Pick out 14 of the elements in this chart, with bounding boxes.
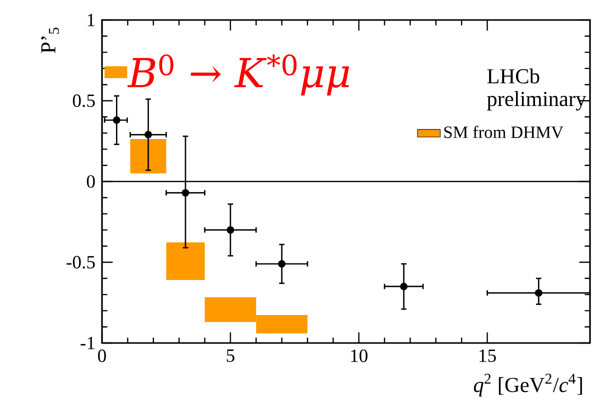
y-tick-label: -1 [80,336,94,350]
x-tick-label: 15 [480,349,496,362]
y-axis-title: P’$_{5}$ [41,28,59,53]
x-tick-label: 10 [351,349,368,362]
x-tick-label: 0 [98,349,106,362]
annotation: B$^{0}$ → K$^{*0}$μμ [127,54,350,96]
x-tick-label: 5 [226,349,234,362]
y-tick-label: -0.5 [66,256,95,269]
y-tick-label: 0.5 [72,94,95,108]
y-tick-label: 0 [86,175,95,188]
annotation: LHCb preliminary [487,68,586,111]
legend-label: SM from DHMV [444,126,564,138]
y-tick-label: 1 [88,14,94,26]
x-axis-title: q$^{2}$ [GeV$^{2}$/c$^{4}$] [474,374,582,396]
